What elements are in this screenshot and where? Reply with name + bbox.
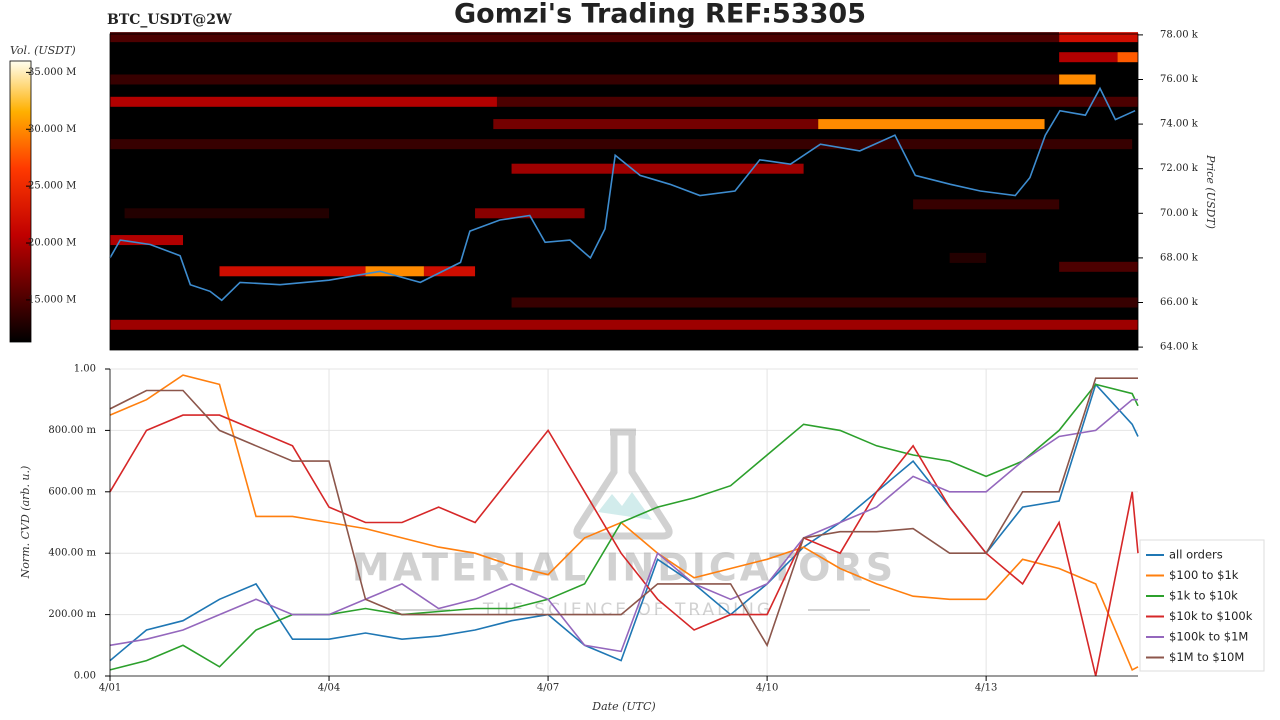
y-tick-label: 1.00	[74, 364, 96, 375]
colorbar-tick-label: 15.000 M	[28, 294, 76, 305]
heatmap-cell	[110, 319, 1138, 330]
heatmap-cell	[511, 163, 804, 174]
y-tick-label: 72.00 k	[1160, 163, 1199, 174]
heatmap-cell	[1059, 261, 1138, 272]
heatmap-cell	[913, 199, 1060, 210]
y-axis-label: Price (USDT)	[1204, 154, 1217, 229]
heatmap-cell	[496, 96, 1139, 107]
series-line	[109, 383, 1139, 671]
y-tick-label: 70.00 k	[1160, 208, 1199, 219]
y-tick-label: 400.00 m	[48, 548, 96, 559]
flask-liquid	[598, 492, 652, 520]
y-tick-label: 64.00 k	[1160, 342, 1199, 353]
x-axis-label: Date (UTC)	[591, 700, 655, 713]
heatmap-cell	[423, 266, 476, 277]
heatmap-cell	[511, 297, 1138, 308]
y-tick-label: 600.00 m	[48, 486, 96, 497]
colorbar-tick-label: 35.000 M	[28, 67, 76, 78]
colorbar-tick-label: 20.000 M	[28, 238, 76, 249]
heatmap-cell	[365, 266, 424, 277]
y-tick-label: 76.00 k	[1160, 74, 1199, 85]
heatmap-cell	[110, 96, 497, 107]
y-tick-label: 200.00 m	[48, 609, 96, 620]
flask-icon	[573, 428, 673, 540]
colorbar	[9, 60, 32, 343]
heatmap-cell	[1059, 32, 1138, 43]
series-line	[109, 414, 1139, 677]
heatmap-cell	[493, 119, 819, 130]
legend-label: $100 to $1k	[1169, 568, 1239, 582]
y-axis-label: Norm. CVD (arb. u.)	[19, 466, 32, 580]
y-tick-label: 800.00 m	[48, 425, 96, 436]
heatmap-cell	[110, 235, 184, 246]
axis-lines	[109, 369, 1138, 677]
legend-label: $100k to $1M	[1169, 630, 1248, 644]
legend-box	[1139, 539, 1265, 672]
heatmap-cell	[110, 74, 1060, 85]
y-tick-label: 74.00 k	[1160, 119, 1199, 130]
colorbar-label: Vol. (USDT)	[10, 44, 76, 57]
y-tick-label: 68.00 k	[1160, 252, 1199, 263]
heatmap-cell	[110, 139, 1133, 150]
legend-label: $1k to $10k	[1169, 589, 1238, 603]
series-line	[109, 374, 1139, 672]
price-line	[109, 86, 1136, 302]
heatmap-cell	[110, 32, 1060, 43]
heatmap-cell	[124, 208, 330, 219]
symbol: BTC_USDT@2W	[107, 12, 232, 28]
colorbar-tick-label: 25.000 M	[28, 181, 76, 192]
heatmap-cell	[1117, 52, 1138, 63]
legend-label: $10k to $100k	[1169, 609, 1253, 623]
heatmap-cell	[818, 119, 1045, 130]
plot-frame	[109, 33, 1139, 351]
heatmap-cell	[949, 252, 987, 263]
x-tick-label: 4/07	[537, 683, 559, 694]
heatmap-cell	[219, 266, 366, 277]
heatmap-cell	[475, 208, 585, 219]
series-line	[109, 398, 1138, 653]
chart-title: Gomzi's Trading REF:53305	[454, 0, 866, 30]
heatmap-cell	[1059, 52, 1118, 63]
x-tick-label: 4/04	[318, 683, 340, 694]
series-line	[109, 377, 1138, 648]
y-tick-label: 66.00 k	[1160, 297, 1199, 308]
watermark: MATERIAL INDICATORS THE SCIENCE OF TRADI…	[352, 428, 896, 620]
heatmap-cell	[1059, 74, 1096, 85]
legend-label: all orders	[1169, 548, 1223, 562]
y-tick-label: 78.00 k	[1160, 29, 1199, 40]
watermark-text: MATERIAL INDICATORS	[352, 546, 896, 590]
colorbar-tick-label: 30.000 M	[28, 124, 76, 135]
y-tick-label: 0.00	[74, 671, 96, 682]
series-line	[109, 382, 1139, 662]
x-tick-label: 4/10	[756, 683, 778, 694]
x-tick-label: 4/01	[99, 683, 121, 694]
legend-label: $1M to $10M	[1169, 650, 1244, 664]
heatmap-background	[110, 34, 1138, 350]
x-tick-label: 4/13	[975, 683, 997, 694]
